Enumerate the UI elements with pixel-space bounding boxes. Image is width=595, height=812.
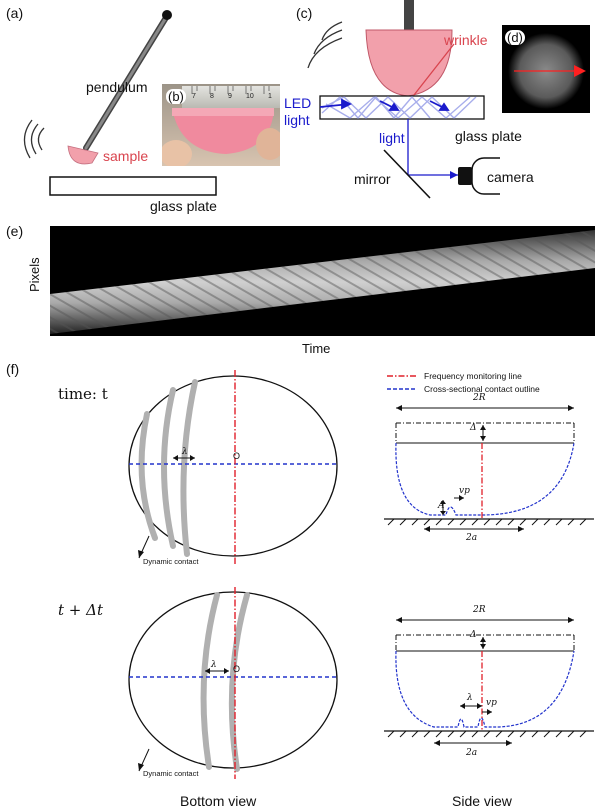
vp-label-bottom: vp [486,698,497,708]
ruler-number-1: 1 [268,93,272,100]
panel-a-drawing [23,10,217,196]
light-label: light [379,130,405,146]
panel-label-c: (c) [296,5,313,21]
dynamic-contact-label-bottom: Dynamic contact [143,769,199,778]
panel-label-e: (e) [6,223,24,239]
origin-label-top: O [233,451,241,461]
pixels-label: Pixels [27,257,42,292]
bottom-view-caption: Bottom view [180,793,257,809]
delta-label-bottom: Δ [470,630,477,640]
vp-label-top: vp [459,486,470,496]
bottom-view-bottom [128,587,338,779]
two-R-label-top: 2R [473,393,486,403]
camera-body [471,157,500,195]
wrinkle-label: wrinkle [444,32,488,48]
red-arrow-head [574,65,586,77]
side-view-top [384,405,594,532]
legend-contact-outline: Cross-sectional contact outline [424,384,540,394]
glass-plate-a [49,176,217,196]
dynamic-contact-label-top: Dynamic contact [143,557,199,566]
sample-shape [67,145,99,165]
led-label-1: LED [284,95,312,111]
lambda-label-side: λ [467,693,473,703]
mirror-line [383,149,431,199]
camera-lens [458,167,472,185]
motion-arc-2 [30,123,39,155]
pivot-dot [162,10,172,20]
ruler-number-9: 9 [228,93,232,100]
led-label-2: light [284,112,310,128]
sample-label: sample [103,148,149,164]
motion-arc-1 [37,127,45,151]
ruler-number-7: 7 [192,93,196,100]
panel-label-f: (f) [6,361,20,377]
time-t-label: time: t [58,385,108,403]
side-view-caption: Side view [452,793,512,809]
glass-plate-label-a: glass plate [150,198,217,214]
time-label: Time [302,341,331,356]
two-a-label-top: 2a [466,533,478,543]
panel-label-d: (d) [505,30,525,45]
two-a-label-bottom: 2a [466,748,478,758]
origin-label-bottom: O [233,664,241,674]
panel-label-b: (b) [166,89,186,104]
legend-graphics [387,375,417,390]
two-R-label-bottom: 2R [473,605,486,615]
mirror-label: mirror [354,171,391,187]
legend-freq-line: Frequency monitoring line [424,371,522,381]
time-t-dt-label: t + Δt [58,601,103,619]
side-view-bottom [384,617,594,746]
panel-c-drawing [307,0,500,199]
lambda-label-top: λ [182,447,188,457]
contact-image [502,25,590,113]
delta-label-top: Δ [470,423,477,433]
lambda-label-bottom: λ [211,660,217,670]
glass-plate-label-c: glass plate [455,128,522,144]
panel-label-a: (a) [6,5,24,21]
motion-arc-3 [23,119,33,159]
pendulum-label: pendulum [86,79,148,95]
ruler-number-10: 10 [246,93,254,100]
A-label-top: A [438,501,445,511]
ruler-number-8: 8 [210,93,214,100]
bottom-view-top [128,370,338,564]
space-time-plot [50,226,595,336]
